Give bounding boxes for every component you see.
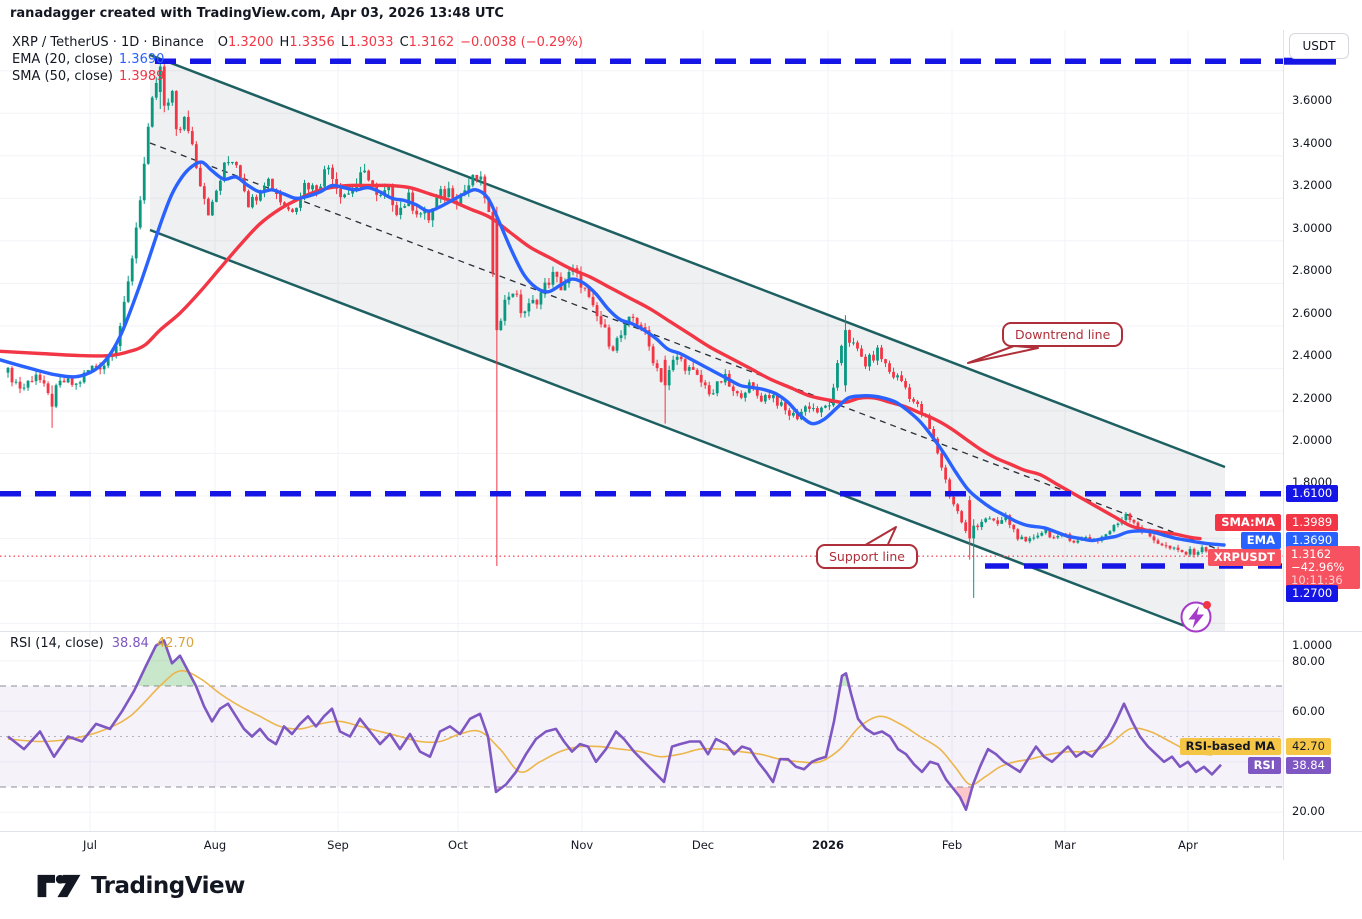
time-tick: Mar — [1054, 838, 1076, 852]
price-tick: 1.0000 — [1292, 638, 1333, 652]
symbol-title: XRP / TetherUS · 1D · Binance — [12, 35, 204, 50]
time-tick: Feb — [941, 838, 963, 852]
time-tick: Aug — [203, 838, 227, 852]
ohlc-low: L1.3033 — [340, 35, 394, 50]
pane-separators — [0, 30, 1362, 860]
sma-legend[interactable]: SMA (50, close) 1.3989 — [12, 69, 164, 84]
sma-legend-value: 1.3989 — [118, 69, 165, 84]
ohlc-open: O1.3200 — [217, 35, 274, 50]
time-axis[interactable]: Jul Aug Sep Oct Nov Dec 2026 Feb Mar Apr — [0, 831, 1362, 860]
rsi-value-label: 38.84 — [1286, 756, 1331, 774]
price-tick: 2.4000 — [1292, 348, 1333, 362]
price-tick: 3.6000 — [1292, 93, 1333, 107]
downtrend-line-callout[interactable]: Downtrend line — [1002, 322, 1124, 347]
rsi-tick: 20.00 — [1292, 804, 1325, 818]
sma-series-tag: SMA:MA — [1215, 514, 1281, 531]
tradingview-logo-icon — [37, 874, 81, 898]
last-price-change: −42.96% — [1291, 560, 1345, 574]
time-tick: Apr — [1178, 838, 1198, 852]
price-axis[interactable]: 3.6000 3.4000 3.2000 3.0000 2.8000 2.6000 2.40… — [1283, 30, 1362, 831]
price-tick: 2.6000 — [1292, 306, 1333, 320]
ohlc-close: C1.3162 — [399, 35, 455, 50]
time-tick: Sep — [327, 838, 349, 852]
sma-legend-label: SMA (50, close) — [12, 69, 113, 84]
rsi-tick: 60.00 — [1292, 704, 1325, 718]
price-tick: 3.2000 — [1292, 178, 1333, 192]
symbol-legend[interactable]: XRP / TetherUS · 1D · Binance O1.3200 H1… — [12, 35, 583, 50]
horizontal-lines-drawings[interactable] — [0, 57, 1336, 569]
ema-legend[interactable]: EMA (20, close) 1.3690 — [12, 52, 164, 67]
bar-countdown: 10:11:36 — [1291, 573, 1343, 587]
time-tick: Oct — [448, 838, 468, 852]
time-tick: Jul — [83, 838, 97, 852]
price-tick: 3.0000 — [1292, 221, 1333, 235]
ohlc-change: −0.0038 (−0.29%) — [460, 35, 583, 50]
time-tick: Dec — [691, 838, 715, 852]
rsi-ma-series-tag: RSI-based MA — [1179, 738, 1281, 755]
time-tick: Nov — [570, 838, 594, 852]
price-tick: 2.2000 — [1292, 391, 1333, 405]
rsi-legend-label: RSI (14, close) — [10, 636, 104, 651]
tradingview-logo[interactable]: TradingView — [36, 872, 245, 900]
rsi-band — [0, 685, 1283, 788]
ema-20-line — [0, 160, 1226, 547]
ema-price-label: 1.3690 — [1286, 531, 1339, 549]
rsi-legend[interactable]: RSI (14, close) 38.84 42.70 — [10, 636, 194, 651]
ohlc-high: H1.3356 — [279, 35, 335, 50]
support-line-callout[interactable]: Support line — [816, 544, 918, 569]
rsi-ma-legend-value: 42.70 — [156, 636, 195, 651]
time-tick: 2026 — [811, 838, 845, 852]
price-tick: 2.8000 — [1292, 263, 1333, 277]
last-price-label: 1.3162 −42.96% 10:11:36 — [1286, 546, 1360, 589]
rsi-series-tag: RSI — [1247, 756, 1281, 774]
rsi-ma-value-label: 42.70 — [1286, 738, 1331, 755]
flash-icon[interactable] — [1180, 601, 1212, 633]
ema-series-tag: EMA — [1240, 531, 1281, 549]
ema-legend-label: EMA (20, close) — [12, 52, 113, 67]
price-tick: 3.4000 — [1292, 136, 1333, 150]
sma-price-label: 1.3989 — [1286, 514, 1339, 531]
watermark: ranadagger created with TradingView.com,… — [10, 6, 504, 21]
rsi-legend-value: 38.84 — [111, 636, 149, 651]
price-tick: 2.0000 — [1292, 433, 1333, 447]
last-price-value: 1.3162 — [1291, 547, 1332, 561]
grid-layer — [0, 30, 1283, 831]
rsi-layer — [7, 639, 1222, 811]
tradingview-logo-text: TradingView — [91, 873, 245, 899]
support-price-label: 1.2700 — [1286, 585, 1339, 602]
ema-legend-value: 1.3690 — [118, 52, 165, 67]
currency-toggle-button[interactable]: USDT — [1289, 33, 1349, 59]
symbol-series-tag: XRPUSDT — [1207, 549, 1281, 566]
sma-50-line — [0, 183, 1202, 541]
trend-channel-drawing[interactable] — [149, 53, 1229, 633]
resistance-price-label: 1.6100 — [1286, 485, 1339, 502]
rsi-tick: 80.00 — [1292, 654, 1325, 668]
